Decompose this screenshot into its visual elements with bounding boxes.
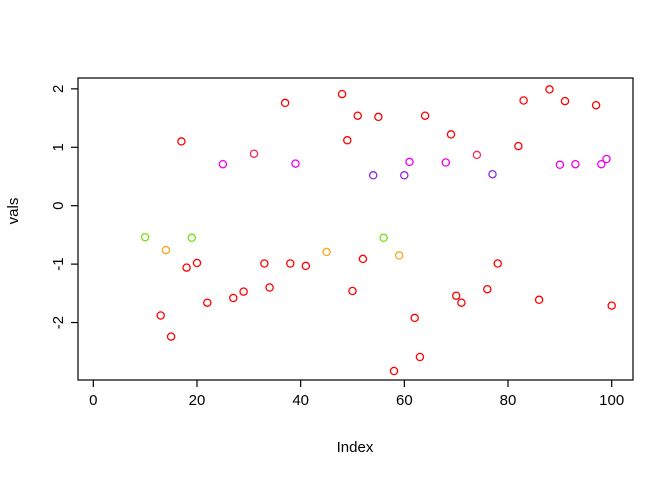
data-point — [602, 154, 611, 164]
plot-border-box — [77, 77, 634, 381]
x-tick-label: 60 — [396, 392, 413, 409]
data-point — [286, 259, 295, 268]
data-point — [519, 96, 528, 105]
data-point — [534, 295, 544, 305]
x-tick-label: 40 — [292, 392, 309, 409]
data-point — [400, 171, 409, 180]
data-point — [597, 159, 606, 169]
data-point — [140, 232, 150, 242]
y-tick-label: 0 — [50, 202, 67, 210]
data-point — [457, 298, 466, 307]
data-point — [239, 287, 248, 296]
data-point — [420, 111, 430, 120]
data-point — [483, 284, 492, 294]
x-tick-label: 20 — [189, 392, 206, 409]
data-points — [140, 85, 616, 376]
y-axis-title: vals — [5, 198, 22, 225]
data-point — [472, 150, 482, 160]
data-point — [343, 136, 352, 145]
x-axis: 0 20 40 60 80 100 — [89, 380, 624, 409]
data-point — [358, 254, 368, 264]
data-point — [177, 137, 186, 146]
data-point — [451, 291, 461, 300]
data-point — [555, 160, 565, 170]
data-point — [441, 158, 451, 167]
data-point — [187, 233, 197, 243]
data-point — [265, 283, 274, 292]
data-point — [166, 332, 176, 341]
data-point — [591, 100, 601, 110]
data-point — [161, 245, 171, 255]
y-axis: -2 -1 0 1 2 — [50, 85, 78, 329]
x-tick-label: 0 — [89, 392, 97, 409]
x-axis-title: Index — [337, 439, 374, 456]
data-point — [374, 112, 383, 122]
data-point — [415, 352, 425, 362]
data-point — [410, 313, 419, 323]
y-tick-label: -1 — [50, 257, 67, 270]
data-point — [218, 159, 228, 169]
data-point — [249, 149, 259, 158]
data-point — [203, 298, 212, 307]
data-point — [394, 251, 404, 260]
x-tick-label: 80 — [500, 392, 517, 409]
data-point — [488, 169, 497, 179]
data-point — [291, 159, 300, 168]
data-point — [301, 261, 311, 271]
data-point — [571, 159, 580, 169]
data-point — [182, 263, 191, 272]
data-point — [337, 89, 347, 99]
y-tick-label: -2 — [50, 316, 67, 329]
data-point — [379, 233, 388, 243]
data-point — [192, 258, 202, 268]
data-point — [322, 247, 331, 257]
data-point — [353, 111, 362, 120]
data-point — [348, 286, 357, 296]
data-point — [607, 301, 616, 310]
y-tick-label: 1 — [50, 143, 67, 151]
data-point — [156, 311, 165, 320]
data-point — [514, 141, 523, 151]
data-point — [280, 98, 290, 108]
y-tick-label: 2 — [50, 85, 67, 93]
data-point — [229, 293, 238, 303]
data-point — [446, 130, 456, 139]
x-tick-label: 100 — [599, 392, 624, 409]
data-point — [389, 366, 399, 376]
data-point — [405, 157, 414, 167]
data-point — [545, 85, 554, 94]
data-point — [368, 171, 378, 180]
data-point — [260, 259, 269, 268]
data-point — [493, 259, 502, 268]
data-point — [560, 96, 570, 106]
